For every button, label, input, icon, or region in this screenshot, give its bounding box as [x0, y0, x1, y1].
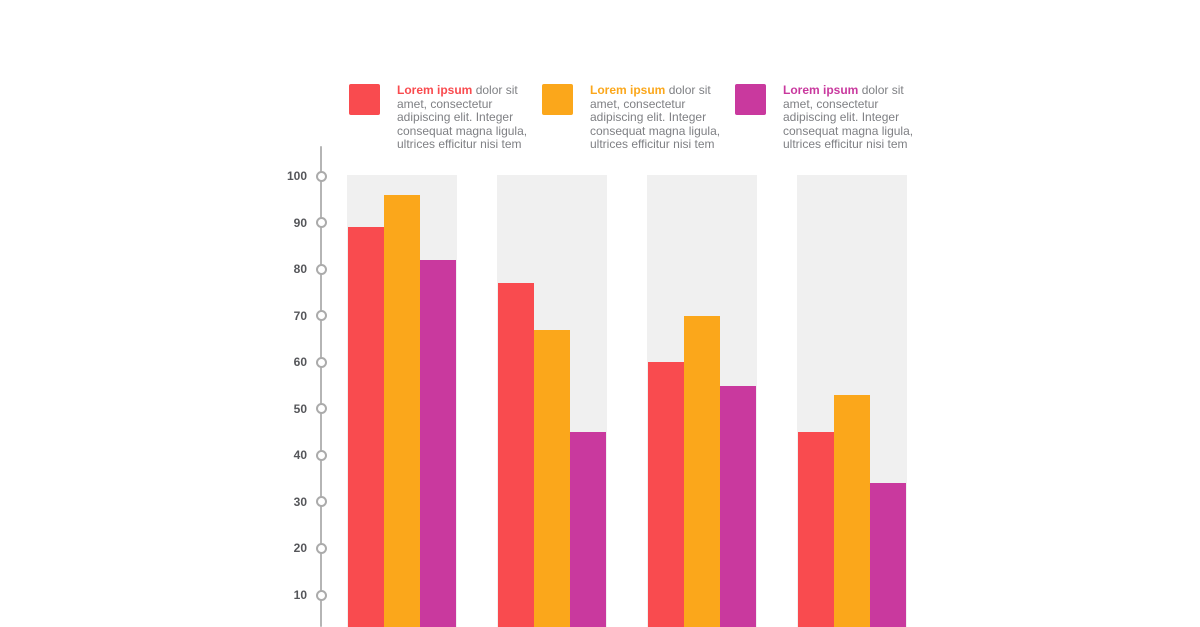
- y-tick-label: 70: [293, 308, 307, 323]
- y-tick-circle: [315, 356, 327, 368]
- bar-series-1-group-3: [648, 362, 684, 627]
- bar-series-3-group-2: [570, 432, 606, 627]
- y-tick-label: 90: [293, 215, 307, 230]
- bar-series-1-group-4: [798, 432, 834, 627]
- y-tick-label: 80: [293, 262, 307, 277]
- legend-swatch-orange: [542, 84, 573, 115]
- bar-series-1-group-1: [348, 227, 384, 627]
- legend-text: Lorem ipsum dolor sit amet, consectetur …: [783, 83, 916, 152]
- y-tick-label: 20: [293, 541, 307, 556]
- legend-item-red: Lorem ipsum dolor sit amet, consectetur …: [349, 83, 530, 152]
- y-tick-circle: [315, 542, 327, 554]
- legend-lead: Lorem ipsum: [397, 83, 473, 97]
- bar-series-2-group-1: [384, 194, 420, 627]
- y-tick-circle: [315, 496, 327, 508]
- legend-body: dolor sit amet, consectetur adipiscing e…: [783, 83, 914, 152]
- legend-lead: Lorem ipsum: [783, 83, 859, 97]
- y-axis-line: [320, 146, 322, 627]
- y-tick-label: 50: [293, 401, 307, 416]
- y-tick-circle: [315, 310, 327, 322]
- legend-lead: Lorem ipsum: [590, 83, 666, 97]
- legend-text: Lorem ipsum dolor sit amet, consectetur …: [590, 83, 723, 152]
- legend-item-orange: Lorem ipsum dolor sit amet, consectetur …: [542, 83, 723, 152]
- bar-series-3-group-1: [420, 259, 456, 627]
- legend-text: Lorem ipsum dolor sit amet, consectetur …: [397, 83, 530, 152]
- legend-swatch-magenta: [735, 84, 766, 115]
- y-tick-label: 10: [293, 588, 307, 602]
- y-tick-circle: [315, 449, 327, 461]
- y-tick-circle: [315, 170, 327, 182]
- y-tick-label: 30: [293, 494, 307, 509]
- y-tick-circle: [315, 589, 327, 601]
- y-tick-label: 60: [293, 355, 307, 370]
- bar-series-1-group-2: [498, 283, 534, 627]
- bar-series-2-group-3: [684, 315, 720, 627]
- y-tick-label: 40: [293, 448, 307, 463]
- bar-series-3-group-4: [870, 483, 906, 627]
- legend-swatch-red: [349, 84, 380, 115]
- bar-series-2-group-4: [834, 394, 870, 627]
- y-tick-circle: [315, 217, 327, 229]
- bar-series-2-group-2: [534, 329, 570, 627]
- y-tick-circle: [315, 403, 327, 415]
- legend-body: dolor sit amet, consectetur adipiscing e…: [397, 83, 528, 152]
- bar-series-3-group-3: [720, 385, 756, 627]
- legend-body: dolor sit amet, consectetur adipiscing e…: [590, 83, 721, 152]
- y-tick-label: 100: [286, 169, 307, 183]
- legend-item-magenta: Lorem ipsum dolor sit amet, consectetur …: [735, 83, 916, 152]
- y-tick-circle: [315, 263, 327, 275]
